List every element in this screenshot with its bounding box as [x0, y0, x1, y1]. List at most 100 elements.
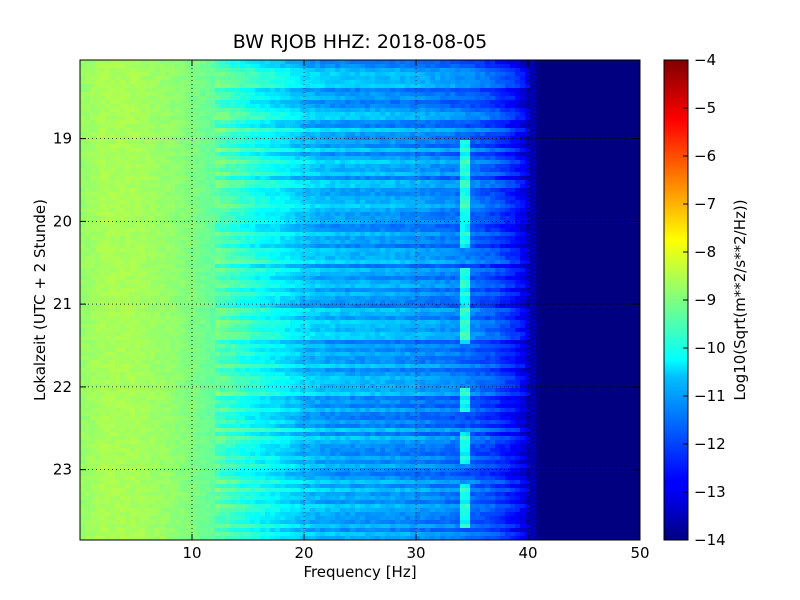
heatmap-cell: [270, 72, 276, 77]
heatmap-cell: [610, 172, 616, 177]
heatmap-cell: [155, 168, 161, 173]
heatmap-cell: [95, 140, 101, 145]
heatmap-cell: [525, 136, 531, 141]
heatmap-cell: [410, 100, 416, 105]
heatmap-cell: [500, 184, 506, 189]
heatmap-cell: [535, 200, 541, 205]
heatmap-cell: [380, 196, 386, 201]
heatmap-cell: [600, 192, 606, 197]
heatmap-cell: [570, 136, 576, 141]
heatmap-cell: [170, 144, 176, 149]
heatmap-cell: [100, 200, 106, 205]
heatmap-cell: [110, 184, 116, 189]
heatmap-cell: [625, 116, 631, 121]
heatmap-cell: [255, 152, 261, 157]
heatmap-cell: [120, 212, 126, 217]
heatmap-cell: [400, 128, 406, 133]
heatmap-cell: [420, 192, 426, 197]
heatmap-cell: [565, 120, 571, 125]
heatmap-cell: [160, 104, 166, 109]
heatmap-cell: [420, 168, 426, 173]
heatmap-cell: [380, 92, 386, 97]
heatmap-cell: [140, 124, 146, 129]
heatmap-cell: [495, 104, 501, 109]
heatmap-cell: [500, 196, 506, 201]
heatmap-cell: [585, 120, 591, 125]
heatmap-cell: [270, 228, 276, 233]
heatmap-cell: [140, 144, 146, 149]
heatmap-cell: [285, 72, 291, 77]
heatmap-cell: [315, 108, 321, 113]
heatmap-cell: [80, 208, 86, 213]
heatmap-cell: [145, 140, 151, 145]
heatmap-cell: [270, 208, 276, 213]
heatmap-cell: [510, 88, 516, 93]
heatmap-cell: [530, 68, 536, 73]
heatmap-cell: [240, 200, 246, 205]
heatmap-cell: [160, 108, 166, 113]
heatmap-cell: [325, 216, 331, 221]
heatmap-cell: [270, 88, 276, 93]
heatmap-cell: [470, 96, 476, 101]
heatmap-cell: [315, 236, 321, 241]
heatmap-cell: [170, 128, 176, 133]
heatmap-cell: [200, 172, 206, 177]
heatmap-cell: [410, 76, 416, 81]
heatmap-cell: [310, 216, 316, 221]
heatmap-cell: [125, 112, 131, 117]
heatmap-cell: [160, 232, 166, 237]
heatmap-cell: [115, 220, 121, 225]
heatmap-cell: [170, 184, 176, 189]
heatmap-cell: [465, 164, 471, 169]
heatmap-cell: [345, 72, 351, 77]
heatmap-cell: [350, 232, 356, 237]
heatmap-cell: [415, 148, 421, 153]
heatmap-cell: [625, 148, 631, 153]
heatmap-cell: [130, 92, 136, 97]
heatmap-cell: [520, 64, 526, 69]
heatmap-cell: [125, 160, 131, 165]
heatmap-cell: [315, 76, 321, 81]
heatmap-cell: [140, 188, 146, 193]
heatmap-cell: [605, 172, 611, 177]
heatmap-cell: [465, 228, 471, 233]
heatmap-cell: [500, 92, 506, 97]
heatmap-cell: [100, 112, 106, 117]
heatmap-cell: [90, 124, 96, 129]
heatmap-cell: [300, 132, 306, 137]
heatmap-cell: [615, 108, 621, 113]
heatmap-cell: [595, 208, 601, 213]
heatmap-cell: [430, 164, 436, 169]
heatmap-cell: [95, 152, 101, 157]
heatmap-cell: [635, 148, 641, 153]
heatmap-cell: [260, 120, 266, 125]
heatmap-cell: [210, 164, 216, 169]
heatmap-cell: [625, 168, 631, 173]
heatmap-cell: [510, 188, 516, 193]
heatmap-cell: [115, 60, 121, 65]
heatmap-cell: [175, 144, 181, 149]
heatmap-cell: [465, 144, 471, 149]
heatmap-cell: [90, 152, 96, 157]
heatmap-cell: [415, 216, 421, 221]
heatmap-cell: [220, 68, 226, 73]
heatmap-cell: [450, 84, 456, 89]
heatmap-cell: [435, 132, 441, 137]
heatmap-cell: [175, 140, 181, 145]
heatmap-cell: [455, 80, 461, 85]
heatmap-cell: [445, 172, 451, 177]
heatmap-cell: [385, 112, 391, 117]
heatmap-cell: [615, 180, 621, 185]
heatmap-cell: [600, 224, 606, 229]
heatmap-cell: [345, 76, 351, 81]
heatmap-cell: [305, 152, 311, 157]
heatmap-cell: [110, 104, 116, 109]
heatmap-cell: [610, 64, 616, 69]
heatmap-cell: [330, 232, 336, 237]
heatmap-cell: [380, 112, 386, 117]
heatmap-cell: [545, 100, 551, 105]
heatmap-cell: [285, 180, 291, 185]
heatmap-cell: [495, 64, 501, 69]
heatmap-cell: [350, 204, 356, 209]
heatmap-cell: [630, 232, 636, 237]
